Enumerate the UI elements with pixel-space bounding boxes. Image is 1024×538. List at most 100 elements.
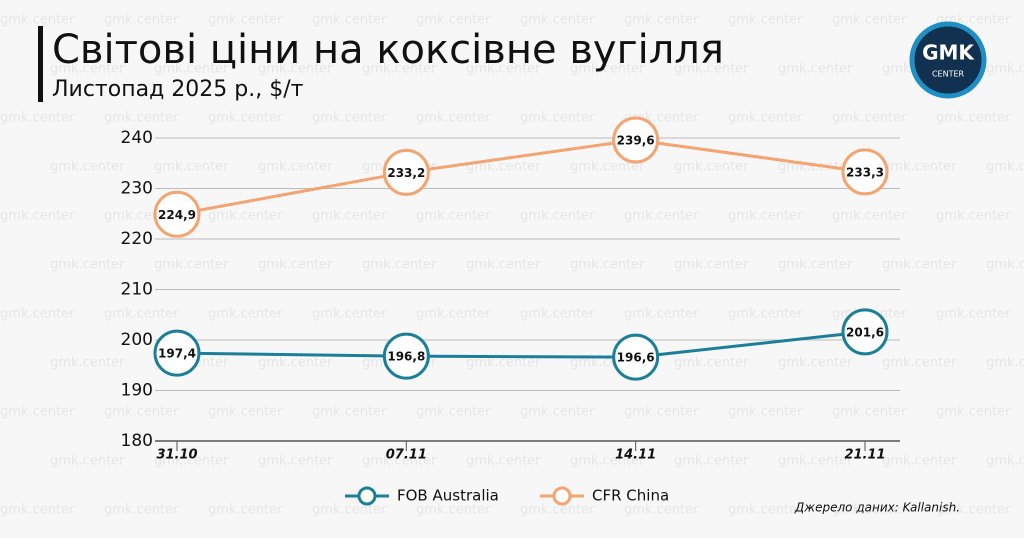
watermark: gmk.center [832,111,907,126]
watermark: gmk.center [624,405,699,420]
watermark: gmk.center [312,111,387,126]
data-label: 201,6 [846,325,884,339]
marker [841,148,889,196]
y-tick-label: 210 [121,280,153,300]
watermark: gmk.center [416,111,491,126]
watermark: gmk.center [208,209,283,224]
watermark: gmk.center [570,454,645,469]
watermark: gmk.center [728,503,803,518]
watermark: gmk.center [778,62,853,77]
watermark: gmk.center [936,111,1011,126]
watermark: gmk.center [0,503,75,518]
watermark: gmk.center [466,356,541,371]
watermark: gmk.center [466,454,541,469]
watermark: gmk.center [154,160,229,175]
y-tick-label: 180 [121,431,153,451]
watermark: gmk.center [0,405,75,420]
x-tick-label: 21.11 [844,448,885,463]
data-label: 197,4 [158,347,196,361]
watermark: gmk.center [520,13,595,28]
logo [909,21,987,99]
data-label: 196,8 [387,350,425,364]
watermark: gmk.center [362,62,437,77]
title-bar [38,26,43,102]
legend-label: CFR China [592,487,669,505]
watermark: gmk.center [154,454,229,469]
watermark: gmk.center [882,258,957,273]
watermark: gmk.center [832,405,907,420]
watermark: gmk.center [104,307,179,322]
y-tick-label: 190 [121,381,153,401]
watermark: gmk.center [466,62,541,77]
watermark: gmk.center [832,209,907,224]
watermark: gmk.center [882,160,957,175]
watermark: gmk.center [520,307,595,322]
watermark: gmk.center [312,209,387,224]
watermark: gmk.center [986,160,1024,175]
watermark: gmk.center [986,454,1024,469]
watermark: gmk.center [104,111,179,126]
watermark: gmk.center [520,209,595,224]
watermark: gmk.center [624,209,699,224]
watermark: gmk.center [936,503,1011,518]
watermark: gmk.center [570,62,645,77]
y-tick-label: 240 [121,128,153,148]
chart-subtitle: Листопад 2025 р., $/т [52,77,304,102]
line [176,330,866,359]
watermark: gmk.center [104,503,179,518]
watermark: gmk.center [728,307,803,322]
watermark: gmk.center [832,13,907,28]
watermark: gmk.center [832,503,907,518]
watermark: gmk.center [208,405,283,420]
watermark: gmk.center [0,13,75,28]
watermark: gmk.center [50,356,125,371]
watermark-layer: gmk.center gmk.center gmk.center gmk.center… [0,13,1024,518]
watermark: gmk.center [208,307,283,322]
x-tick-label: 14.11 [615,448,656,463]
watermark: gmk.center [936,307,1011,322]
x-tick-label: 31.10 [156,448,197,463]
watermark: gmk.center [362,258,437,273]
watermark: gmk.center [416,307,491,322]
watermark: gmk.center [936,405,1011,420]
watermark: gmk.center [986,258,1024,273]
marker [382,148,430,196]
watermark: gmk.center [312,13,387,28]
watermark: gmk.center [0,111,75,126]
watermark: gmk.center [258,62,333,77]
line [176,138,866,216]
data-label: 239,6 [617,134,655,148]
logo-subtext: CENTER [932,70,965,79]
watermark: gmk.center [624,307,699,322]
legend-marker [357,486,377,506]
watermark: gmk.center [312,307,387,322]
watermark: gmk.center [520,111,595,126]
watermark: gmk.center [778,258,853,273]
watermark: gmk.center [258,454,333,469]
legend-label: FOB Australia [397,487,499,505]
watermark: gmk.center [416,13,491,28]
watermark: gmk.center [728,209,803,224]
watermark: gmk.center [208,111,283,126]
watermark: gmk.center [416,503,491,518]
marker [841,308,889,356]
data-label: 233,3 [846,165,884,179]
marker [612,333,660,381]
y-tick-label: 200 [121,330,153,350]
watermark: gmk.center [674,258,749,273]
legend-marker [552,486,572,506]
watermark: gmk.center [520,405,595,420]
watermark: gmk.center [50,454,125,469]
watermark: gmk.center [312,405,387,420]
watermark: gmk.center [986,356,1024,371]
watermark: gmk.center [466,160,541,175]
watermark: gmk.center [624,13,699,28]
watermark: gmk.center [674,356,749,371]
marker [153,190,201,238]
watermark: gmk.center [258,160,333,175]
watermark: gmk.center [728,111,803,126]
watermark: gmk.center [50,258,125,273]
watermark: gmk.center [416,209,491,224]
